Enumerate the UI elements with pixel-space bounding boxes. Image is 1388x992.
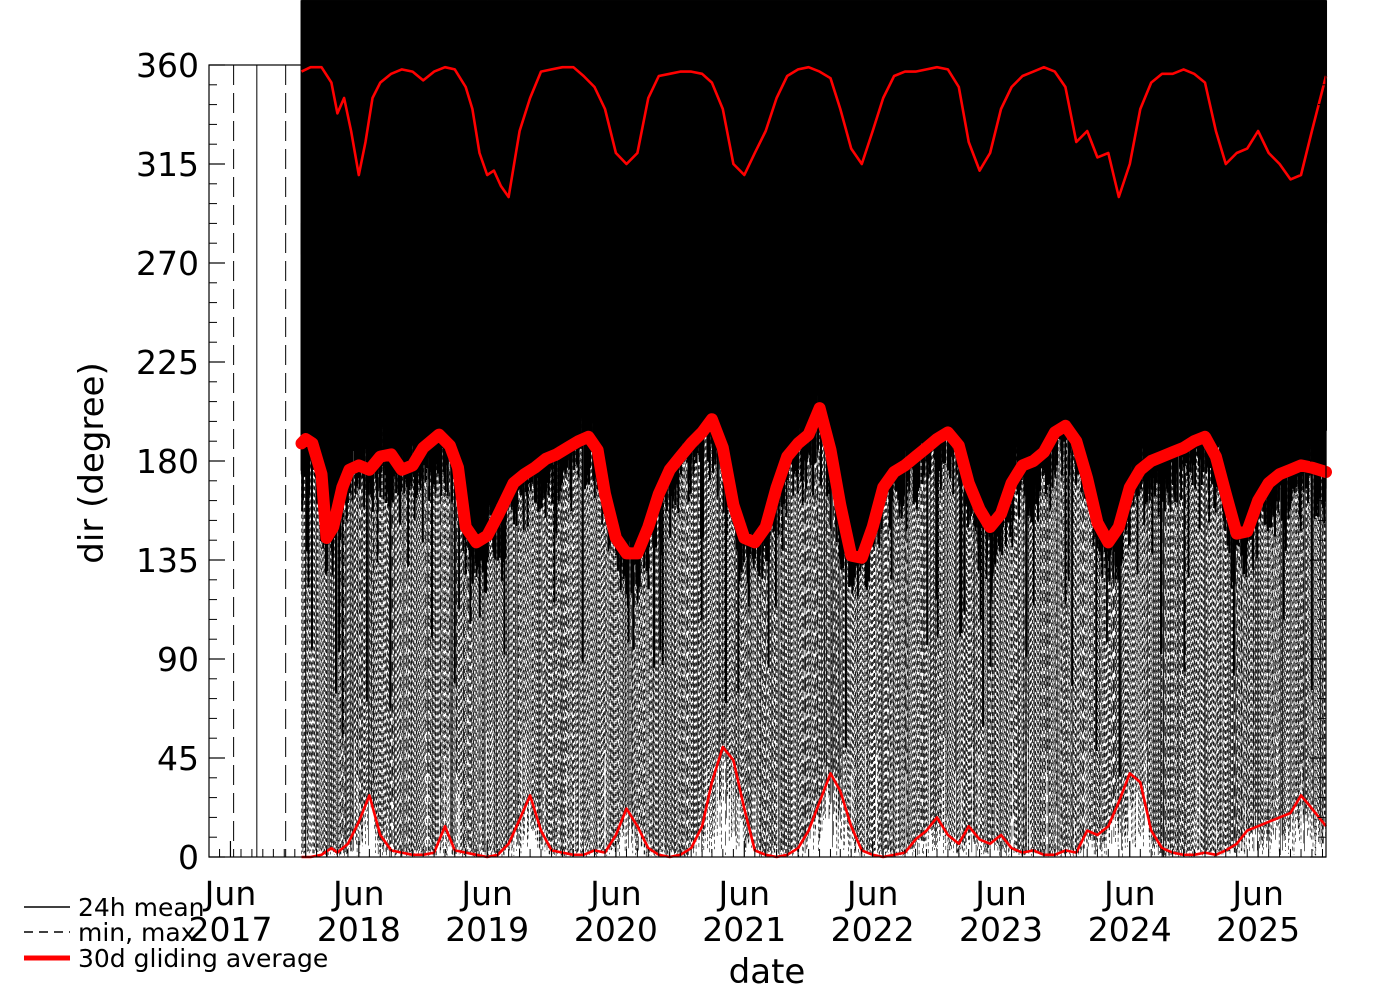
legend: 24h mean min, max 30d gliding average — [24, 893, 328, 973]
x-tick-month: Jun — [717, 874, 771, 913]
x-tick-month: Jun — [1102, 874, 1156, 913]
max-envelope-line — [300, 65, 1328, 199]
average-line — [295, 402, 1332, 564]
y-tick-label: 45 — [157, 739, 199, 778]
legend-label-average: 30d gliding average — [78, 944, 328, 973]
x-axis: Jun2017Jun2018Jun2019Jun2020Jun2021Jun20… — [188, 841, 1323, 949]
x-tick-month: Jun — [845, 874, 899, 913]
y-tick-label: 90 — [157, 640, 199, 679]
y-tick-label: 0 — [178, 838, 199, 877]
x-tick-month: Jun — [973, 874, 1027, 913]
x-tick-year: 2017 — [188, 910, 272, 949]
x-tick-year: 2019 — [445, 910, 529, 949]
legend-label-minmax: min, max — [78, 918, 196, 947]
x-tick-year: 2023 — [959, 910, 1043, 949]
x-tick-year: 2020 — [574, 910, 658, 949]
x-tick-year: 2021 — [702, 910, 786, 949]
x-tick-month: Jun — [459, 874, 513, 913]
daily-mean-markers — [300, 0, 1328, 777]
x-tick-year: 2025 — [1216, 910, 1300, 949]
x-tick-month: Jun — [1230, 874, 1284, 913]
x-tick-year: 2018 — [317, 910, 401, 949]
y-axis-title: dir (degree) — [72, 362, 112, 564]
x-tick-year: 2022 — [831, 910, 915, 949]
x-axis-title: date — [729, 952, 806, 992]
x-tick-month: Jun — [203, 874, 257, 913]
y-tick-label: 315 — [136, 145, 199, 184]
y-tick-label: 360 — [136, 46, 199, 85]
y-axis: 0 45 90 135 180 225 270 315 360 — [136, 46, 1326, 877]
x-tick-year: 2024 — [1088, 910, 1172, 949]
x-tick-month: Jun — [331, 874, 385, 913]
x-tick-month: Jun — [588, 874, 642, 913]
average-line-layer — [295, 402, 1332, 564]
y-tick-label: 225 — [136, 343, 199, 382]
y-tick-label: 270 — [136, 244, 199, 283]
legend-label-mean: 24h mean — [78, 893, 205, 922]
y-tick-label: 180 — [136, 442, 199, 481]
y-tick-label: 135 — [136, 541, 199, 580]
